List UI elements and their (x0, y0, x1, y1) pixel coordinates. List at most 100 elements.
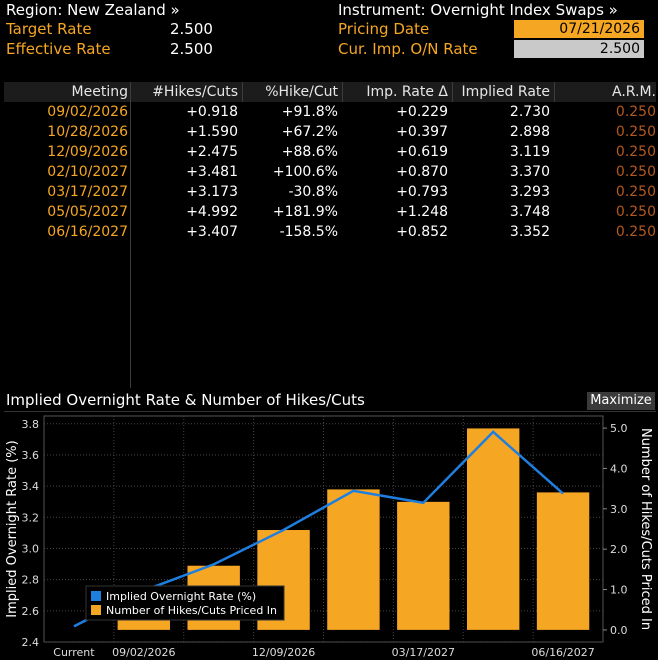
cell-arm: 0.250 (615, 184, 656, 200)
cell-implied-rate: 2.730 (509, 104, 550, 120)
cell-arm: 0.250 (615, 204, 656, 220)
cell-pct-hike-cut: +91.8% (281, 104, 338, 120)
y2-tick-label: 2.0 (610, 543, 628, 556)
cell-pct-hike-cut: -158.5% (279, 224, 338, 240)
cell-meeting: 09/02/2026 (47, 104, 128, 120)
legend-box (85, 585, 285, 621)
cell-hikes-cuts: +3.173 (186, 184, 238, 200)
target-rate-value: 2.500 (170, 20, 213, 38)
cell-pct-hike-cut: -30.8% (288, 184, 338, 200)
table-header: Meeting #Hikes/Cuts %Hike/Cut Imp. Rate … (4, 82, 656, 102)
cell-arm: 0.250 (615, 164, 656, 180)
cell-implied-rate: 3.293 (509, 184, 550, 200)
x-tick-label: 06/16/2027 (531, 646, 594, 659)
target-rate-label: Target Rate (6, 20, 92, 38)
cell-implied-rate: 3.370 (509, 164, 550, 180)
cell-arm: 0.250 (615, 224, 656, 240)
y-tick-label: 3.2 (22, 511, 40, 524)
y-tick-label: 2.6 (22, 605, 40, 618)
col-implied-rate[interactable]: Implied Rate (461, 84, 550, 100)
y2-tick-label: 1.0 (610, 584, 628, 597)
col-hikes-cuts[interactable]: #Hikes/Cuts (152, 84, 238, 100)
y-tick-label: 2.8 (22, 574, 40, 587)
cell-meeting: 02/10/2027 (47, 164, 128, 180)
effective-rate-label: Effective Rate (6, 40, 111, 58)
region-selector[interactable]: Region: New Zealand » (6, 1, 180, 19)
y2-tick-label: 0.0 (610, 624, 628, 637)
cell-imp-rate-delta: +0.619 (396, 144, 448, 160)
x-tick-label: 03/17/2027 (392, 646, 455, 659)
table-row[interactable]: 02/10/2027 +3.481 +100.6% +0.870 3.370 0.250 (4, 162, 656, 182)
cell-pct-hike-cut: +100.6% (272, 164, 338, 180)
cell-imp-rate-delta: +0.397 (396, 124, 448, 140)
cell-implied-rate: 3.748 (509, 204, 550, 220)
table-row[interactable]: 06/16/2027 +3.407 -158.5% +0.852 3.352 0.250 (4, 222, 656, 242)
cell-meeting: 06/16/2027 (47, 224, 128, 240)
cell-imp-rate-delta: +0.870 (396, 164, 448, 180)
y2-tick-label: 3.0 (610, 503, 628, 516)
cell-imp-rate-delta: +0.229 (396, 104, 448, 120)
chart-title: Implied Overnight Rate & Number of Hikes… (6, 391, 365, 409)
y2-tick-label: 4.0 (610, 462, 628, 475)
cell-meeting: 12/09/2026 (47, 144, 128, 160)
bar-hikes-cuts (466, 428, 520, 630)
table-row[interactable]: 09/02/2026 +0.918 +91.8% +0.229 2.730 0.250 (4, 102, 656, 122)
cell-pct-hike-cut: +88.6% (281, 144, 338, 160)
cell-hikes-cuts: +2.475 (186, 144, 238, 160)
cell-implied-rate: 2.898 (509, 124, 550, 140)
effective-rate-value: 2.500 (170, 40, 213, 58)
legend-swatch-line (91, 591, 101, 601)
legend-label-line: Implied Overnight Rate (%) (106, 590, 256, 603)
instrument-selector[interactable]: Instrument: Overnight Index Swaps » (338, 1, 618, 19)
pricing-date-label: Pricing Date (338, 20, 430, 38)
y-tick-label: 2.4 (22, 636, 40, 649)
col-arm[interactable]: A.R.M. (612, 84, 656, 100)
cell-meeting: 10/28/2026 (47, 124, 128, 140)
table-row[interactable]: 12/09/2026 +2.475 +88.6% +0.619 3.119 0.250 (4, 142, 656, 162)
cell-implied-rate: 3.352 (509, 224, 550, 240)
cell-imp-rate-delta: +0.852 (396, 224, 448, 240)
table-row[interactable]: 10/28/2026 +1.590 +67.2% +0.397 2.898 0.250 (4, 122, 656, 142)
y2-tick-label: 5.0 (610, 422, 628, 435)
pricing-date-input[interactable]: 07/21/2026 (514, 20, 644, 38)
y-tick-label: 3.0 (22, 542, 40, 555)
legend-swatch-bar (91, 605, 101, 615)
cell-hikes-cuts: +4.992 (186, 204, 238, 220)
cell-hikes-cuts: +3.481 (186, 164, 238, 180)
maximize-button[interactable]: Maximize (587, 392, 655, 410)
y-tick-label: 3.4 (22, 480, 40, 493)
x-tick-label: 12/09/2026 (252, 646, 315, 659)
y-tick-label: 3.6 (22, 449, 40, 462)
bar-hikes-cuts (536, 492, 590, 630)
y-tick-label: 3.8 (22, 418, 40, 431)
cur-imp-rate-field: 2.500 (514, 40, 644, 58)
cell-meeting: 05/05/2027 (47, 204, 128, 220)
cell-pct-hike-cut: +67.2% (281, 124, 338, 140)
chart-divider (4, 411, 656, 412)
cur-imp-rate-label: Cur. Imp. O/N Rate (338, 40, 478, 58)
cell-hikes-cuts: +3.407 (186, 224, 238, 240)
table-row[interactable]: 05/05/2027 +4.992 +181.9% +1.248 3.748 0.250 (4, 202, 656, 222)
y-axis-title: Implied Overnight Rate (%) (5, 440, 20, 617)
col-meeting[interactable]: Meeting (71, 84, 128, 100)
bar-hikes-cuts (397, 501, 450, 630)
col-pct-hike-cut[interactable]: %Hike/Cut (265, 84, 338, 100)
cell-hikes-cuts: +0.918 (186, 104, 238, 120)
cell-imp-rate-delta: +0.793 (396, 184, 448, 200)
table-row[interactable]: 03/17/2027 +3.173 -30.8% +0.793 3.293 0.250 (4, 182, 656, 202)
cell-pct-hike-cut: +181.9% (272, 204, 338, 220)
bar-hikes-cuts (327, 489, 380, 630)
col-imp-rate-delta[interactable]: Imp. Rate Δ (366, 84, 448, 100)
cell-imp-rate-delta: +1.248 (396, 204, 448, 220)
cell-meeting: 03/17/2027 (47, 184, 128, 200)
column-divider (130, 82, 131, 388)
x-tick-label: Current (53, 646, 95, 659)
x-tick-label: 09/02/2026 (112, 646, 175, 659)
cell-hikes-cuts: +1.590 (186, 124, 238, 140)
cell-arm: 0.250 (615, 124, 656, 140)
cell-arm: 0.250 (615, 104, 656, 120)
implied-rate-chart: 2.4 2.6 2.8 3.0 3.2 3.4 3.6 3.8 0.0 1.0 2.0 3.0 4.0 5… (5, 415, 653, 659)
legend-label-bar: Number of Hikes/Cuts Priced In (106, 604, 277, 617)
cell-arm: 0.250 (615, 144, 656, 160)
cell-implied-rate: 3.119 (509, 144, 550, 160)
